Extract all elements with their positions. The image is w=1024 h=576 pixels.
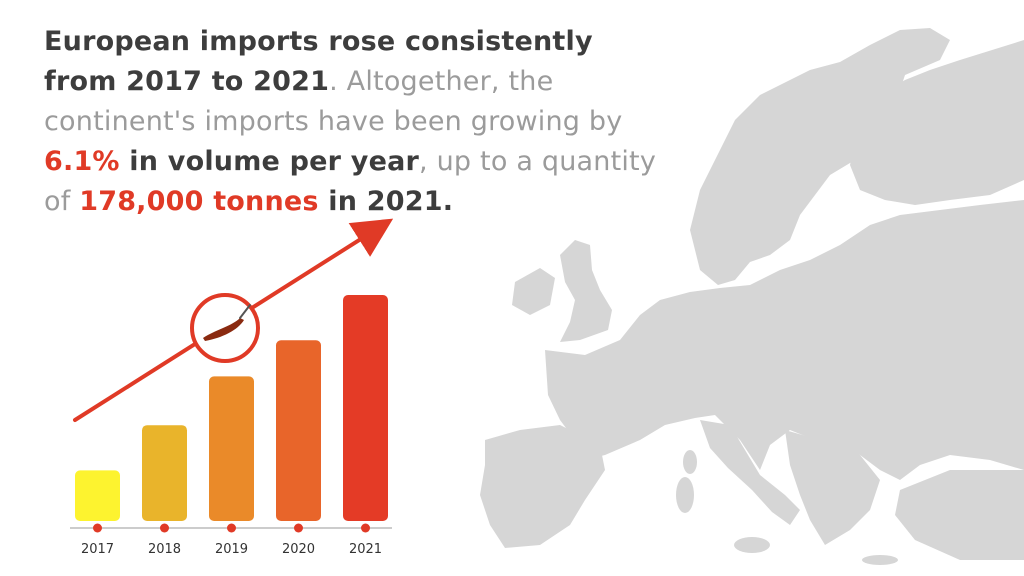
great-britain-shape — [560, 240, 612, 342]
tick-label-2019: 2019 — [215, 542, 248, 557]
crete-shape — [862, 555, 898, 565]
sardinia-shape — [676, 477, 694, 513]
turkey-shape — [895, 470, 1024, 560]
bar-2019 — [209, 376, 254, 521]
tick-label-2021: 2021 — [349, 542, 382, 557]
bar-2018 — [142, 425, 187, 521]
iberia-shape — [480, 425, 605, 548]
marker-group — [93, 523, 370, 533]
bar-2017 — [75, 470, 120, 521]
axis-marker-2017 — [93, 523, 102, 533]
axis-marker-2019 — [227, 523, 236, 533]
bars-group — [75, 295, 388, 521]
headline-part3: 6.1% — [44, 146, 120, 177]
finland-shape — [850, 40, 1024, 205]
headline-part5: , up to a quantity of — [44, 146, 657, 217]
tick-label-2018: 2018 — [148, 542, 181, 557]
headline-part8: . — [442, 186, 454, 217]
headline-part2: . Altogether, the continent's imports ha… — [44, 66, 623, 137]
axis-marker-2018 — [160, 523, 169, 533]
sicily-shape — [734, 537, 770, 553]
tick-label-2020: 2020 — [282, 542, 315, 557]
axis-marker-2020 — [294, 523, 303, 533]
headline-text: European imports rose consistently from … — [44, 22, 664, 222]
tick-label-group: 2017 2018 2019 2020 2021 — [81, 542, 382, 557]
headline-part7: in 2021 — [318, 186, 443, 217]
tick-label-2017: 2017 — [81, 542, 114, 557]
bar-2020 — [276, 340, 321, 521]
italy-shape — [700, 420, 800, 525]
corsica-shape — [683, 450, 697, 474]
headline-part6: 178,000 tonnes — [79, 186, 319, 217]
bar-2021 — [343, 295, 388, 521]
chili-pepper-icon — [203, 304, 251, 341]
ireland-shape — [512, 268, 555, 315]
balkans-shape — [785, 430, 880, 545]
headline-part1: European imports rose consistently from … — [44, 26, 593, 97]
headline-part4: in volume per year — [119, 146, 420, 177]
axis-marker-2021 — [361, 523, 370, 533]
mainland-shape — [545, 200, 1024, 480]
